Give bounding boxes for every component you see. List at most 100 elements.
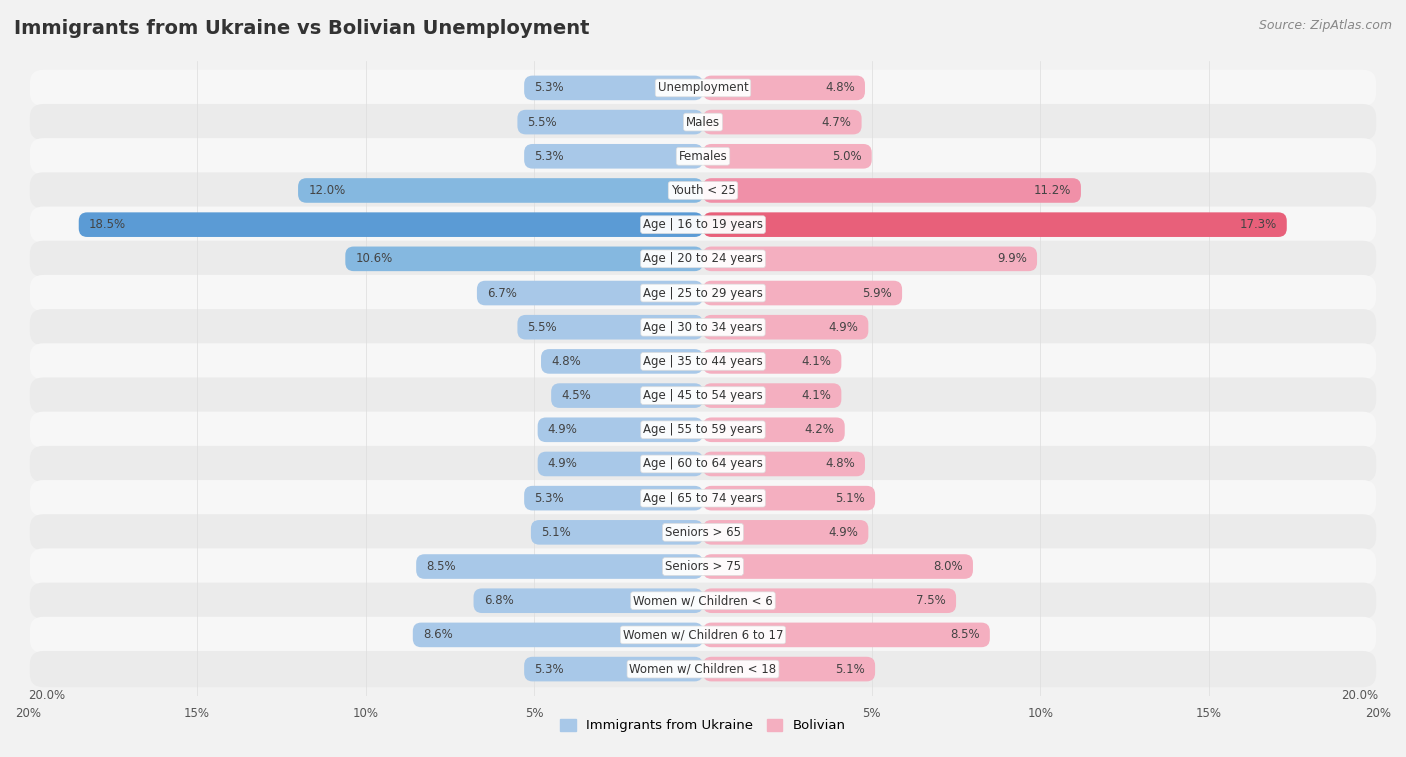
Text: 5.1%: 5.1% (835, 662, 865, 675)
FancyBboxPatch shape (703, 110, 862, 135)
Text: Age | 35 to 44 years: Age | 35 to 44 years (643, 355, 763, 368)
FancyBboxPatch shape (30, 446, 1376, 482)
FancyBboxPatch shape (30, 275, 1376, 311)
Text: 8.6%: 8.6% (423, 628, 453, 641)
Text: 4.7%: 4.7% (821, 116, 852, 129)
Text: Age | 65 to 74 years: Age | 65 to 74 years (643, 491, 763, 505)
FancyBboxPatch shape (541, 349, 703, 374)
Text: 6.8%: 6.8% (484, 594, 513, 607)
FancyBboxPatch shape (703, 622, 990, 647)
FancyBboxPatch shape (703, 281, 903, 305)
FancyBboxPatch shape (524, 486, 703, 510)
FancyBboxPatch shape (298, 178, 703, 203)
Text: 5.3%: 5.3% (534, 150, 564, 163)
Text: Age | 55 to 59 years: Age | 55 to 59 years (643, 423, 763, 436)
FancyBboxPatch shape (703, 520, 869, 544)
Text: Women w/ Children < 6: Women w/ Children < 6 (633, 594, 773, 607)
FancyBboxPatch shape (703, 588, 956, 613)
Text: 8.5%: 8.5% (950, 628, 980, 641)
Text: 8.0%: 8.0% (934, 560, 963, 573)
Text: 4.8%: 4.8% (825, 457, 855, 470)
FancyBboxPatch shape (30, 104, 1376, 140)
Text: 4.9%: 4.9% (548, 457, 578, 470)
Text: 4.1%: 4.1% (801, 355, 831, 368)
FancyBboxPatch shape (703, 144, 872, 169)
FancyBboxPatch shape (30, 617, 1376, 653)
Text: 10.6%: 10.6% (356, 252, 392, 266)
FancyBboxPatch shape (30, 378, 1376, 414)
Text: Age | 30 to 34 years: Age | 30 to 34 years (643, 321, 763, 334)
Text: Unemployment: Unemployment (658, 82, 748, 95)
FancyBboxPatch shape (30, 412, 1376, 448)
FancyBboxPatch shape (703, 76, 865, 100)
FancyBboxPatch shape (703, 315, 869, 340)
FancyBboxPatch shape (30, 514, 1376, 550)
FancyBboxPatch shape (30, 480, 1376, 516)
FancyBboxPatch shape (30, 309, 1376, 345)
Text: 5.5%: 5.5% (527, 321, 557, 334)
FancyBboxPatch shape (30, 207, 1376, 243)
Text: Immigrants from Ukraine vs Bolivian Unemployment: Immigrants from Ukraine vs Bolivian Unem… (14, 19, 589, 38)
Text: Females: Females (679, 150, 727, 163)
Text: Age | 60 to 64 years: Age | 60 to 64 years (643, 457, 763, 470)
Text: Youth < 25: Youth < 25 (671, 184, 735, 197)
FancyBboxPatch shape (30, 173, 1376, 209)
FancyBboxPatch shape (537, 417, 703, 442)
FancyBboxPatch shape (537, 452, 703, 476)
Text: Source: ZipAtlas.com: Source: ZipAtlas.com (1258, 19, 1392, 32)
Text: 5.3%: 5.3% (534, 82, 564, 95)
FancyBboxPatch shape (703, 349, 841, 374)
FancyBboxPatch shape (531, 520, 703, 544)
Text: 17.3%: 17.3% (1240, 218, 1277, 231)
Text: 5.3%: 5.3% (534, 491, 564, 505)
Text: Women w/ Children < 18: Women w/ Children < 18 (630, 662, 776, 675)
Text: 5.1%: 5.1% (541, 526, 571, 539)
FancyBboxPatch shape (30, 139, 1376, 174)
FancyBboxPatch shape (346, 247, 703, 271)
Text: 4.9%: 4.9% (548, 423, 578, 436)
FancyBboxPatch shape (413, 622, 703, 647)
Text: 11.2%: 11.2% (1033, 184, 1071, 197)
Text: 4.8%: 4.8% (825, 82, 855, 95)
FancyBboxPatch shape (703, 554, 973, 579)
FancyBboxPatch shape (703, 452, 865, 476)
Text: Women w/ Children 6 to 17: Women w/ Children 6 to 17 (623, 628, 783, 641)
FancyBboxPatch shape (524, 144, 703, 169)
FancyBboxPatch shape (477, 281, 703, 305)
Text: Seniors > 75: Seniors > 75 (665, 560, 741, 573)
Legend: Immigrants from Ukraine, Bolivian: Immigrants from Ukraine, Bolivian (555, 714, 851, 737)
Text: 4.9%: 4.9% (828, 526, 858, 539)
FancyBboxPatch shape (551, 383, 703, 408)
Text: Males: Males (686, 116, 720, 129)
Text: Age | 20 to 24 years: Age | 20 to 24 years (643, 252, 763, 266)
Text: 6.7%: 6.7% (486, 287, 517, 300)
Text: 7.5%: 7.5% (917, 594, 946, 607)
Text: 5.5%: 5.5% (527, 116, 557, 129)
FancyBboxPatch shape (703, 247, 1038, 271)
FancyBboxPatch shape (703, 657, 875, 681)
FancyBboxPatch shape (517, 315, 703, 340)
FancyBboxPatch shape (524, 76, 703, 100)
Text: 4.5%: 4.5% (561, 389, 591, 402)
Text: 5.3%: 5.3% (534, 662, 564, 675)
FancyBboxPatch shape (30, 70, 1376, 106)
FancyBboxPatch shape (703, 213, 1286, 237)
Text: 9.9%: 9.9% (997, 252, 1026, 266)
Text: 18.5%: 18.5% (89, 218, 127, 231)
Text: Age | 16 to 19 years: Age | 16 to 19 years (643, 218, 763, 231)
Text: 4.2%: 4.2% (804, 423, 835, 436)
FancyBboxPatch shape (703, 178, 1081, 203)
Text: 5.9%: 5.9% (862, 287, 891, 300)
Text: 20.0%: 20.0% (28, 690, 65, 702)
FancyBboxPatch shape (79, 213, 703, 237)
Text: 4.9%: 4.9% (828, 321, 858, 334)
FancyBboxPatch shape (30, 343, 1376, 379)
FancyBboxPatch shape (703, 383, 841, 408)
Text: 4.1%: 4.1% (801, 389, 831, 402)
Text: Age | 45 to 54 years: Age | 45 to 54 years (643, 389, 763, 402)
FancyBboxPatch shape (30, 583, 1376, 618)
Text: 4.8%: 4.8% (551, 355, 581, 368)
FancyBboxPatch shape (30, 651, 1376, 687)
Text: 12.0%: 12.0% (308, 184, 346, 197)
FancyBboxPatch shape (703, 417, 845, 442)
